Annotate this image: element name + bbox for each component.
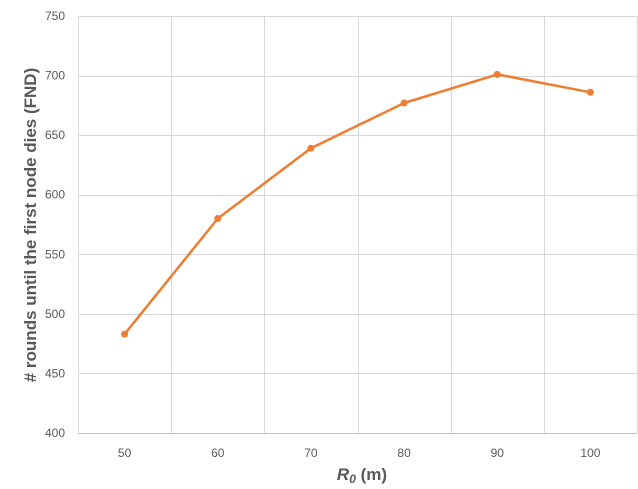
y-tick-label: 500 — [45, 307, 65, 321]
x-tick-label: 70 — [304, 446, 318, 460]
x-tick-label: 80 — [397, 446, 411, 460]
tick-labels: 400 450 500 550 600 650 700 750 50 60 70 80 90 100 — [45, 9, 601, 460]
series-line — [123, 73, 592, 336]
y-tick-label: 750 — [45, 9, 65, 23]
y-axis-title: # rounds until the first node dies (FND) — [21, 68, 40, 383]
series — [121, 70, 594, 338]
data-point — [586, 88, 594, 96]
x-axis-title-main: R — [337, 465, 350, 484]
data-point — [307, 144, 315, 152]
x-tick-label: 100 — [580, 446, 600, 460]
y-tick-label: 450 — [45, 366, 65, 380]
data-point — [493, 70, 501, 78]
data-point — [121, 330, 129, 338]
y-tick-label: 700 — [45, 69, 65, 83]
y-tick-label: 600 — [45, 188, 65, 202]
x-tick-label: 60 — [211, 446, 225, 460]
data-point — [214, 215, 222, 223]
x-axis-title-unit: (m) — [356, 465, 387, 484]
x-tick-label: 50 — [118, 446, 132, 460]
y-tick-label: 650 — [45, 128, 65, 142]
x-axis-title: R0 (m) — [337, 465, 387, 486]
y-tick-label: 400 — [45, 426, 65, 440]
data-point — [400, 99, 408, 107]
x-axis-title-subscript: 0 — [349, 472, 356, 486]
x-tick-label: 90 — [491, 446, 505, 460]
grid — [78, 16, 638, 433]
y-tick-label: 550 — [45, 247, 65, 261]
